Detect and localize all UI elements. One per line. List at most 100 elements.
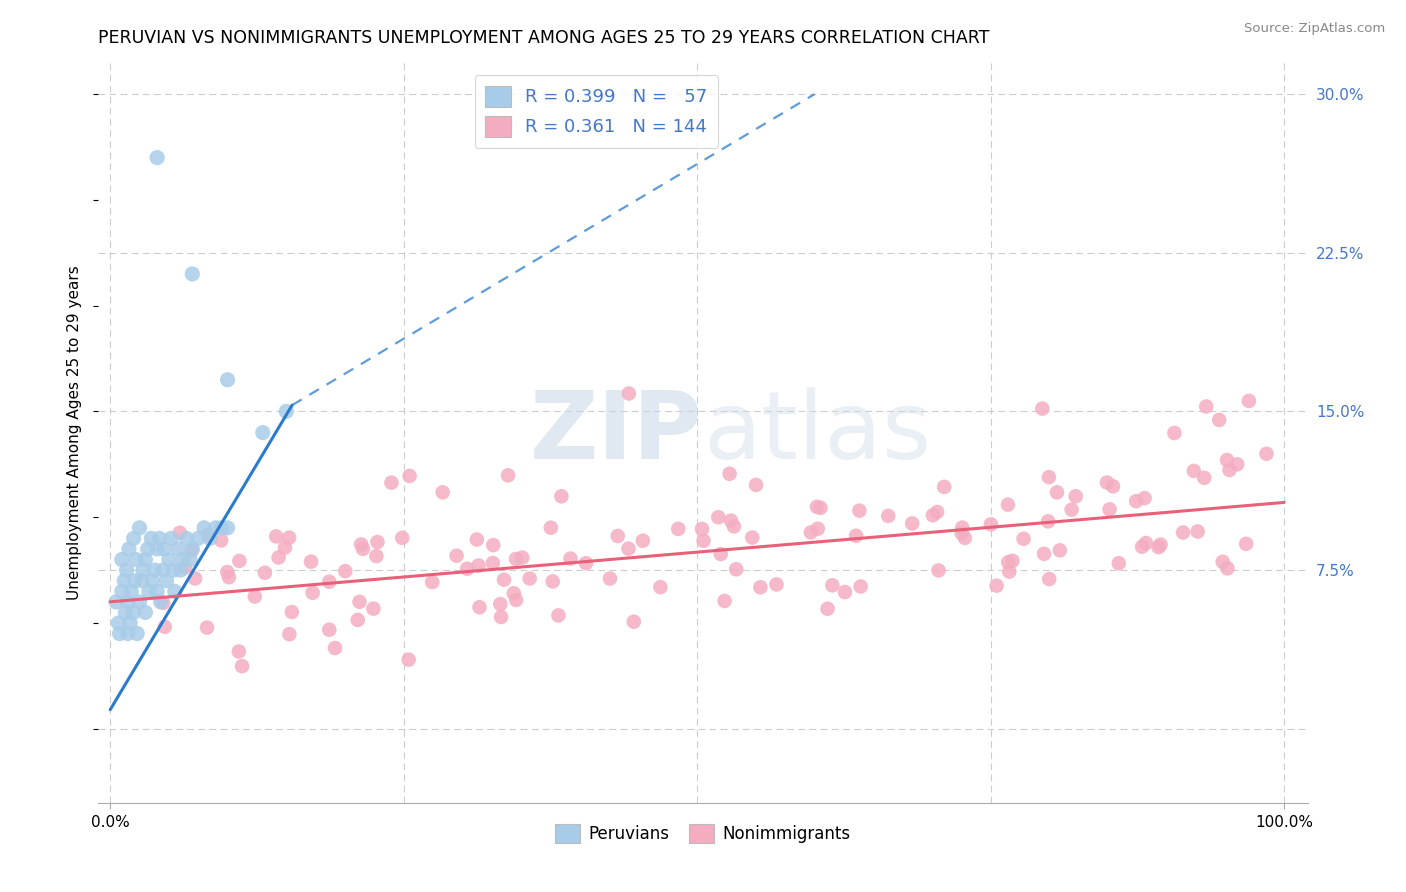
- Point: [541, 574, 564, 589]
- Point: [125, 552, 148, 566]
- Point: [124, 574, 146, 588]
- Y-axis label: Unemployment Among Ages 25 to 29 years: Unemployment Among Ages 25 to 29 years: [67, 265, 83, 600]
- Point: [745, 478, 768, 492]
- Point: [274, 541, 297, 555]
- Text: Source: ZipAtlas.com: Source: ZipAtlas.com: [1244, 22, 1385, 36]
- Point: [1012, 532, 1035, 546]
- Point: [617, 386, 640, 401]
- Point: [366, 549, 388, 563]
- Point: [136, 541, 159, 556]
- Point: [725, 562, 748, 576]
- Point: [111, 584, 134, 599]
- Point: [707, 510, 730, 524]
- Point: [252, 425, 274, 440]
- Point: [138, 584, 160, 599]
- Point: [197, 527, 219, 541]
- Point: [1187, 524, 1209, 539]
- Point: [141, 532, 163, 546]
- Point: [1208, 413, 1230, 427]
- Point: [148, 532, 170, 546]
- Point: [692, 533, 714, 548]
- Point: [1171, 525, 1194, 540]
- Point: [1038, 470, 1060, 484]
- Point: [1125, 494, 1147, 508]
- Point: [172, 552, 194, 566]
- Point: [209, 533, 232, 548]
- Point: [1036, 514, 1059, 528]
- Point: [117, 626, 139, 640]
- Point: [1195, 400, 1218, 414]
- Point: [1001, 554, 1024, 568]
- Point: [1133, 491, 1156, 505]
- Point: [456, 562, 478, 576]
- Point: [997, 555, 1019, 569]
- Point: [363, 601, 385, 615]
- Point: [690, 522, 713, 536]
- Point: [420, 575, 443, 590]
- Point: [132, 563, 155, 577]
- Point: [111, 552, 134, 566]
- Point: [278, 531, 301, 545]
- Point: [118, 541, 141, 556]
- Point: [193, 521, 215, 535]
- Point: [980, 517, 1002, 532]
- Point: [120, 584, 142, 599]
- Point: [169, 563, 191, 577]
- Point: [267, 550, 290, 565]
- Point: [505, 552, 527, 566]
- Point: [953, 531, 976, 545]
- Point: [176, 532, 198, 546]
- Point: [606, 529, 628, 543]
- Point: [718, 467, 741, 481]
- Point: [1237, 393, 1260, 408]
- Point: [1218, 463, 1240, 477]
- Point: [666, 522, 689, 536]
- Point: [834, 585, 856, 599]
- Point: [1033, 547, 1056, 561]
- Point: [264, 529, 287, 543]
- Point: [231, 659, 253, 673]
- Point: [120, 615, 142, 630]
- Point: [1130, 540, 1153, 554]
- Point: [1216, 453, 1239, 467]
- Point: [228, 554, 250, 568]
- Point: [997, 498, 1019, 512]
- Point: [1064, 489, 1087, 503]
- Point: [366, 535, 388, 549]
- Text: ZIP: ZIP: [530, 386, 703, 479]
- Point: [1216, 561, 1239, 575]
- Point: [1102, 479, 1125, 493]
- Point: [318, 574, 340, 589]
- Legend: Peruvians, Nonimmigrants: Peruvians, Nonimmigrants: [548, 817, 858, 850]
- Point: [163, 584, 186, 599]
- Point: [278, 627, 301, 641]
- Point: [922, 508, 945, 523]
- Point: [195, 621, 218, 635]
- Point: [301, 586, 323, 600]
- Point: [927, 563, 949, 577]
- Point: [134, 606, 156, 620]
- Point: [901, 516, 924, 531]
- Point: [817, 601, 839, 615]
- Point: [723, 519, 745, 533]
- Point: [218, 570, 240, 584]
- Point: [108, 626, 131, 640]
- Point: [1226, 458, 1249, 472]
- Point: [1149, 537, 1171, 551]
- Point: [350, 537, 373, 551]
- Point: [299, 555, 322, 569]
- Point: [117, 595, 139, 609]
- Point: [217, 373, 239, 387]
- Point: [391, 531, 413, 545]
- Point: [810, 500, 832, 515]
- Point: [1038, 572, 1060, 586]
- Point: [1147, 540, 1170, 554]
- Point: [128, 595, 150, 609]
- Point: [807, 522, 830, 536]
- Point: [143, 563, 166, 577]
- Point: [1163, 425, 1185, 440]
- Point: [167, 541, 190, 556]
- Point: [749, 580, 772, 594]
- Point: [122, 532, 145, 546]
- Point: [934, 480, 956, 494]
